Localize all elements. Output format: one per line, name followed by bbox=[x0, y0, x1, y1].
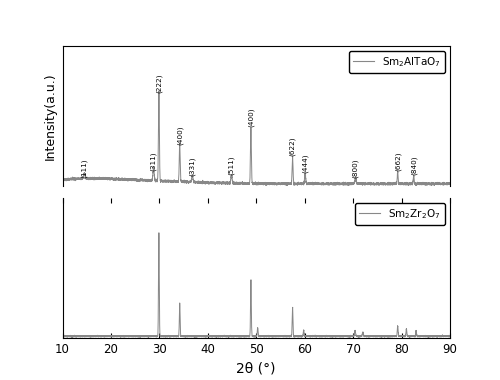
Text: (662): (662) bbox=[394, 152, 401, 171]
Text: (511): (511) bbox=[228, 155, 235, 175]
Legend: Sm$_2$Zr$_2$O$_7$: Sm$_2$Zr$_2$O$_7$ bbox=[355, 203, 445, 225]
Text: (840): (840) bbox=[410, 155, 417, 175]
X-axis label: 2θ (°): 2θ (°) bbox=[236, 362, 276, 375]
Text: (111): (111) bbox=[81, 158, 87, 178]
Text: (400): (400) bbox=[248, 108, 254, 128]
Legend: Sm$_2$AlTaO$_7$: Sm$_2$AlTaO$_7$ bbox=[348, 51, 445, 73]
Text: (331): (331) bbox=[189, 157, 196, 176]
Text: (311): (311) bbox=[150, 151, 157, 171]
Y-axis label: Intensity(a.u.): Intensity(a.u.) bbox=[44, 72, 57, 160]
Text: (222): (222) bbox=[156, 74, 162, 93]
Text: (622): (622) bbox=[290, 137, 296, 156]
Text: (400): (400) bbox=[176, 126, 183, 146]
Text: (800): (800) bbox=[352, 158, 359, 178]
Text: (444): (444) bbox=[302, 154, 308, 173]
